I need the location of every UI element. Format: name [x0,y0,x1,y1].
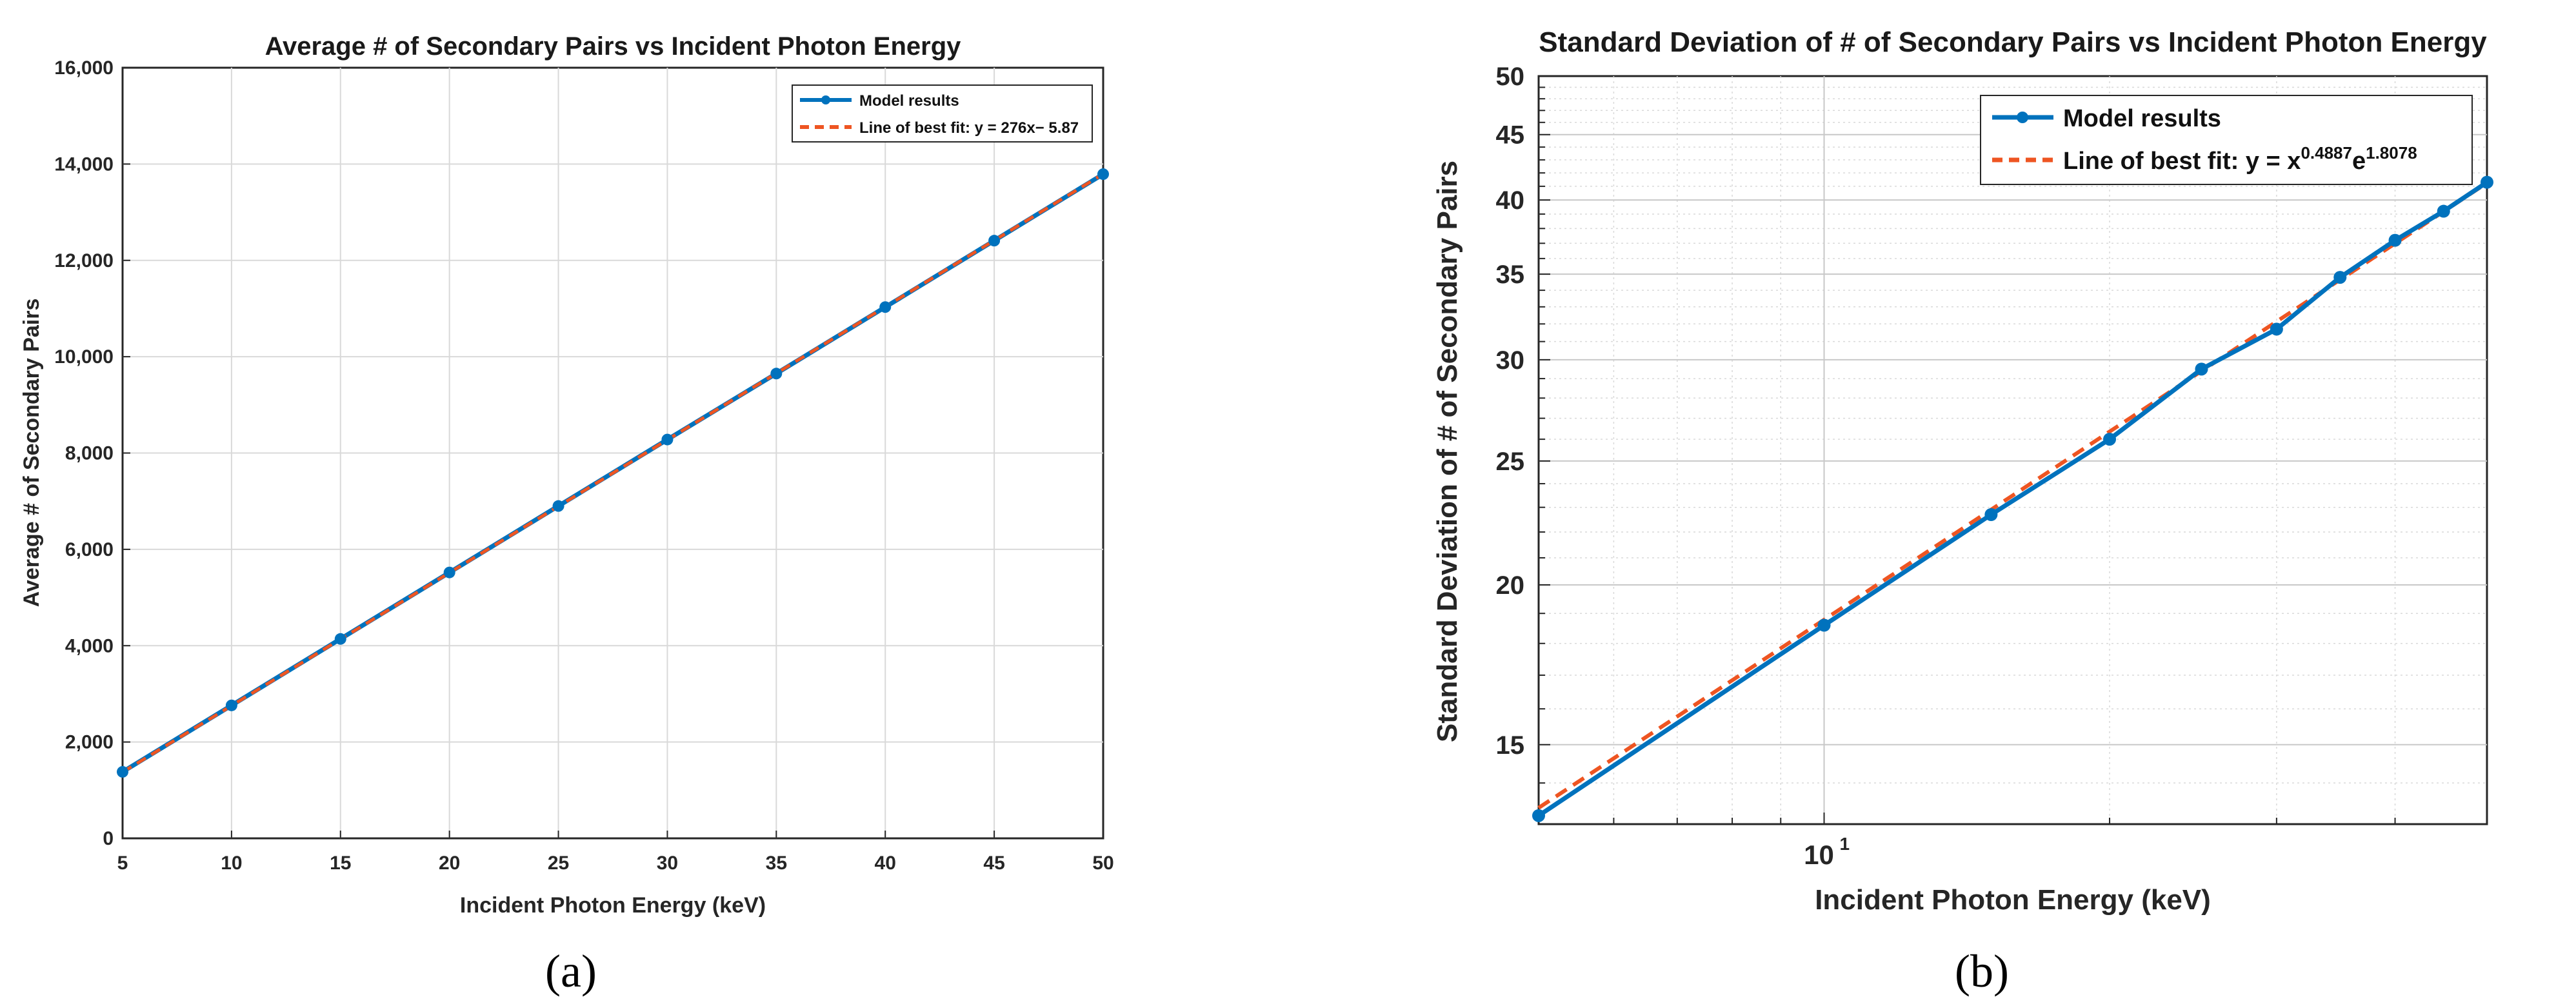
chart-a-model-point [443,566,455,578]
chart-a-x-ticks: 5 10 15 20 25 30 35 40 45 50 [117,831,1114,874]
chart-b-legend-model-marker [2017,112,2028,123]
chart-a-x-tick-label: 5 [117,853,128,874]
chart-b-x-axis-label: Incident Photon Energy (keV) [1815,884,2211,916]
chart-a-model-point [770,368,783,380]
chart-b-y-tick-label: 15 [1496,731,1525,760]
chart-a-y-tick-label: 12,000 [54,250,114,271]
chart-a-x-tick-label: 25 [548,853,569,874]
chart-a-model-point [552,500,564,512]
chart-b-legend-fit-exp1: 0.4887 [2301,143,2352,163]
chart-a-y-ticks: 0 2,000 4,000 6,000 8,000 10,000 12,000 14,000 1… [54,57,130,849]
chart-b-y-tick-label: 40 [1496,186,1525,215]
chart-a-y-tick-label: 0 [103,828,114,849]
chart-b-y-ticks: 15 20 25 30 35 40 45 50 [1496,63,1550,784]
chart-a-legend-model-label: Model results [859,92,959,110]
chart-a-model-point [334,633,346,645]
panel-label-b: (b) [1955,945,2009,997]
chart-b-series [1532,175,2493,822]
chart-a-y-tick-label: 6,000 [65,539,114,560]
chart-b-grid [1539,76,2487,824]
chart-b: 10 1 15 20 25 30 35 40 45 50 Standard Deviation … [1432,26,2493,916]
chart-b-y-tick-label: 20 [1496,571,1525,600]
chart-a-y-tick-label: 8,000 [65,443,114,464]
chart-a-y-tick-label: 10,000 [54,346,114,368]
chart-a-fit-line [121,172,1104,774]
chart-b-y-tick-label: 50 [1496,63,1525,91]
chart-b-model-point [2103,433,2117,446]
chart-b-model-point [2270,322,2283,336]
chart-b-model-point [1984,508,1998,521]
chart-a-legend: Model results Line of best fit: y = 276x… [792,84,1093,143]
chart-a-x-tick-label: 35 [766,853,787,874]
chart-b-model-point [1817,618,1831,632]
chart-b-y-tick-label: 45 [1496,121,1525,150]
chart-a-y-tick-label: 4,000 [65,635,114,656]
chart-a-y-tick-label: 2,000 [65,732,114,753]
chart-a-model-point [225,699,237,711]
chart-a-legend-model-marker [821,95,830,104]
chart-b-model-point [2195,362,2208,376]
chart-a-y-tick-label: 14,000 [54,153,114,175]
chart-b-plot-area [1537,75,2488,825]
chart-a-x-tick-label: 30 [657,853,678,874]
chart-b-y-axis-label: Standard Deviation of # of Secondary Pai… [1432,161,1463,742]
chart-a-y-axis-label: Average # of Secondary Pairs [19,299,44,607]
chart-b-y-tick-label: 25 [1496,448,1525,476]
chart-a-x-tick-label: 45 [983,853,1004,874]
chart-a-x-tick-label: 20 [439,853,460,874]
chart-b-legend-model-label: Model results [2063,105,2221,132]
chart-b-model-point [2437,204,2450,218]
chart-b-legend-fit-exp2: 1.8078 [2366,143,2417,163]
chart-a-x-tick-label: 50 [1092,853,1113,874]
chart-a-model-point [117,765,128,778]
chart-a-model-point [661,433,674,446]
chart-a-x-tick-label: 10 [221,853,242,874]
chart-b-legend-fit-mid: e [2352,148,2366,175]
chart-a-x-axis-label: Incident Photon Energy (keV) [460,893,766,918]
chart-b-legend: Model results Line of best fit: y = x0.4… [1980,95,2473,185]
chart-a-legend-box [792,84,1093,143]
chart-b-y-tick-label: 30 [1496,346,1525,375]
chart-b-y-tick-label: 35 [1496,261,1525,289]
chart-a-title: Average # of Secondary Pairs vs Incident… [265,32,962,61]
chart-b-legend-fit-label: Line of best fit: y = x0.4887e1.8078 [2063,143,2417,175]
chart-b-model-point [1532,809,1545,822]
chart-a-y-tick-label: 16,000 [54,57,114,79]
chart-b-model-point [2333,271,2347,284]
chart-b-x-tick-exponent: 1 [1840,834,1850,854]
chart-b-legend-fit-prefix: Line of best fit: y = x [2063,148,2301,175]
chart-b-fit-line [1537,181,2488,810]
chart-b-title: Standard Deviation of # of Secondary Pai… [1539,26,2487,58]
chart-a-model-point [1097,168,1109,181]
chart-a-series [117,168,1109,778]
chart-b-model-line [1537,180,2488,818]
chart-b-model-point [2388,233,2402,247]
chart-a-x-tick-label: 15 [330,853,351,874]
panel-label-a: (a) [545,945,597,997]
chart-a-model-point [879,301,892,313]
chart-b-model-point [2481,175,2493,189]
chart-b-x-ticks: 10 1 [1613,813,2396,870]
chart-a-model-point [988,235,1001,247]
chart-a: 5 10 15 20 25 30 35 40 45 50 0 2,000 4,000 6,000 8,00… [19,32,1114,918]
chart-a-legend-fit-label: Line of best fit: y = 276x− 5.87 [859,119,1079,137]
chart-b-x-tick-label: 10 [1804,840,1834,870]
chart-b-legend-box [1980,95,2473,185]
chart-a-x-tick-label: 40 [875,853,896,874]
